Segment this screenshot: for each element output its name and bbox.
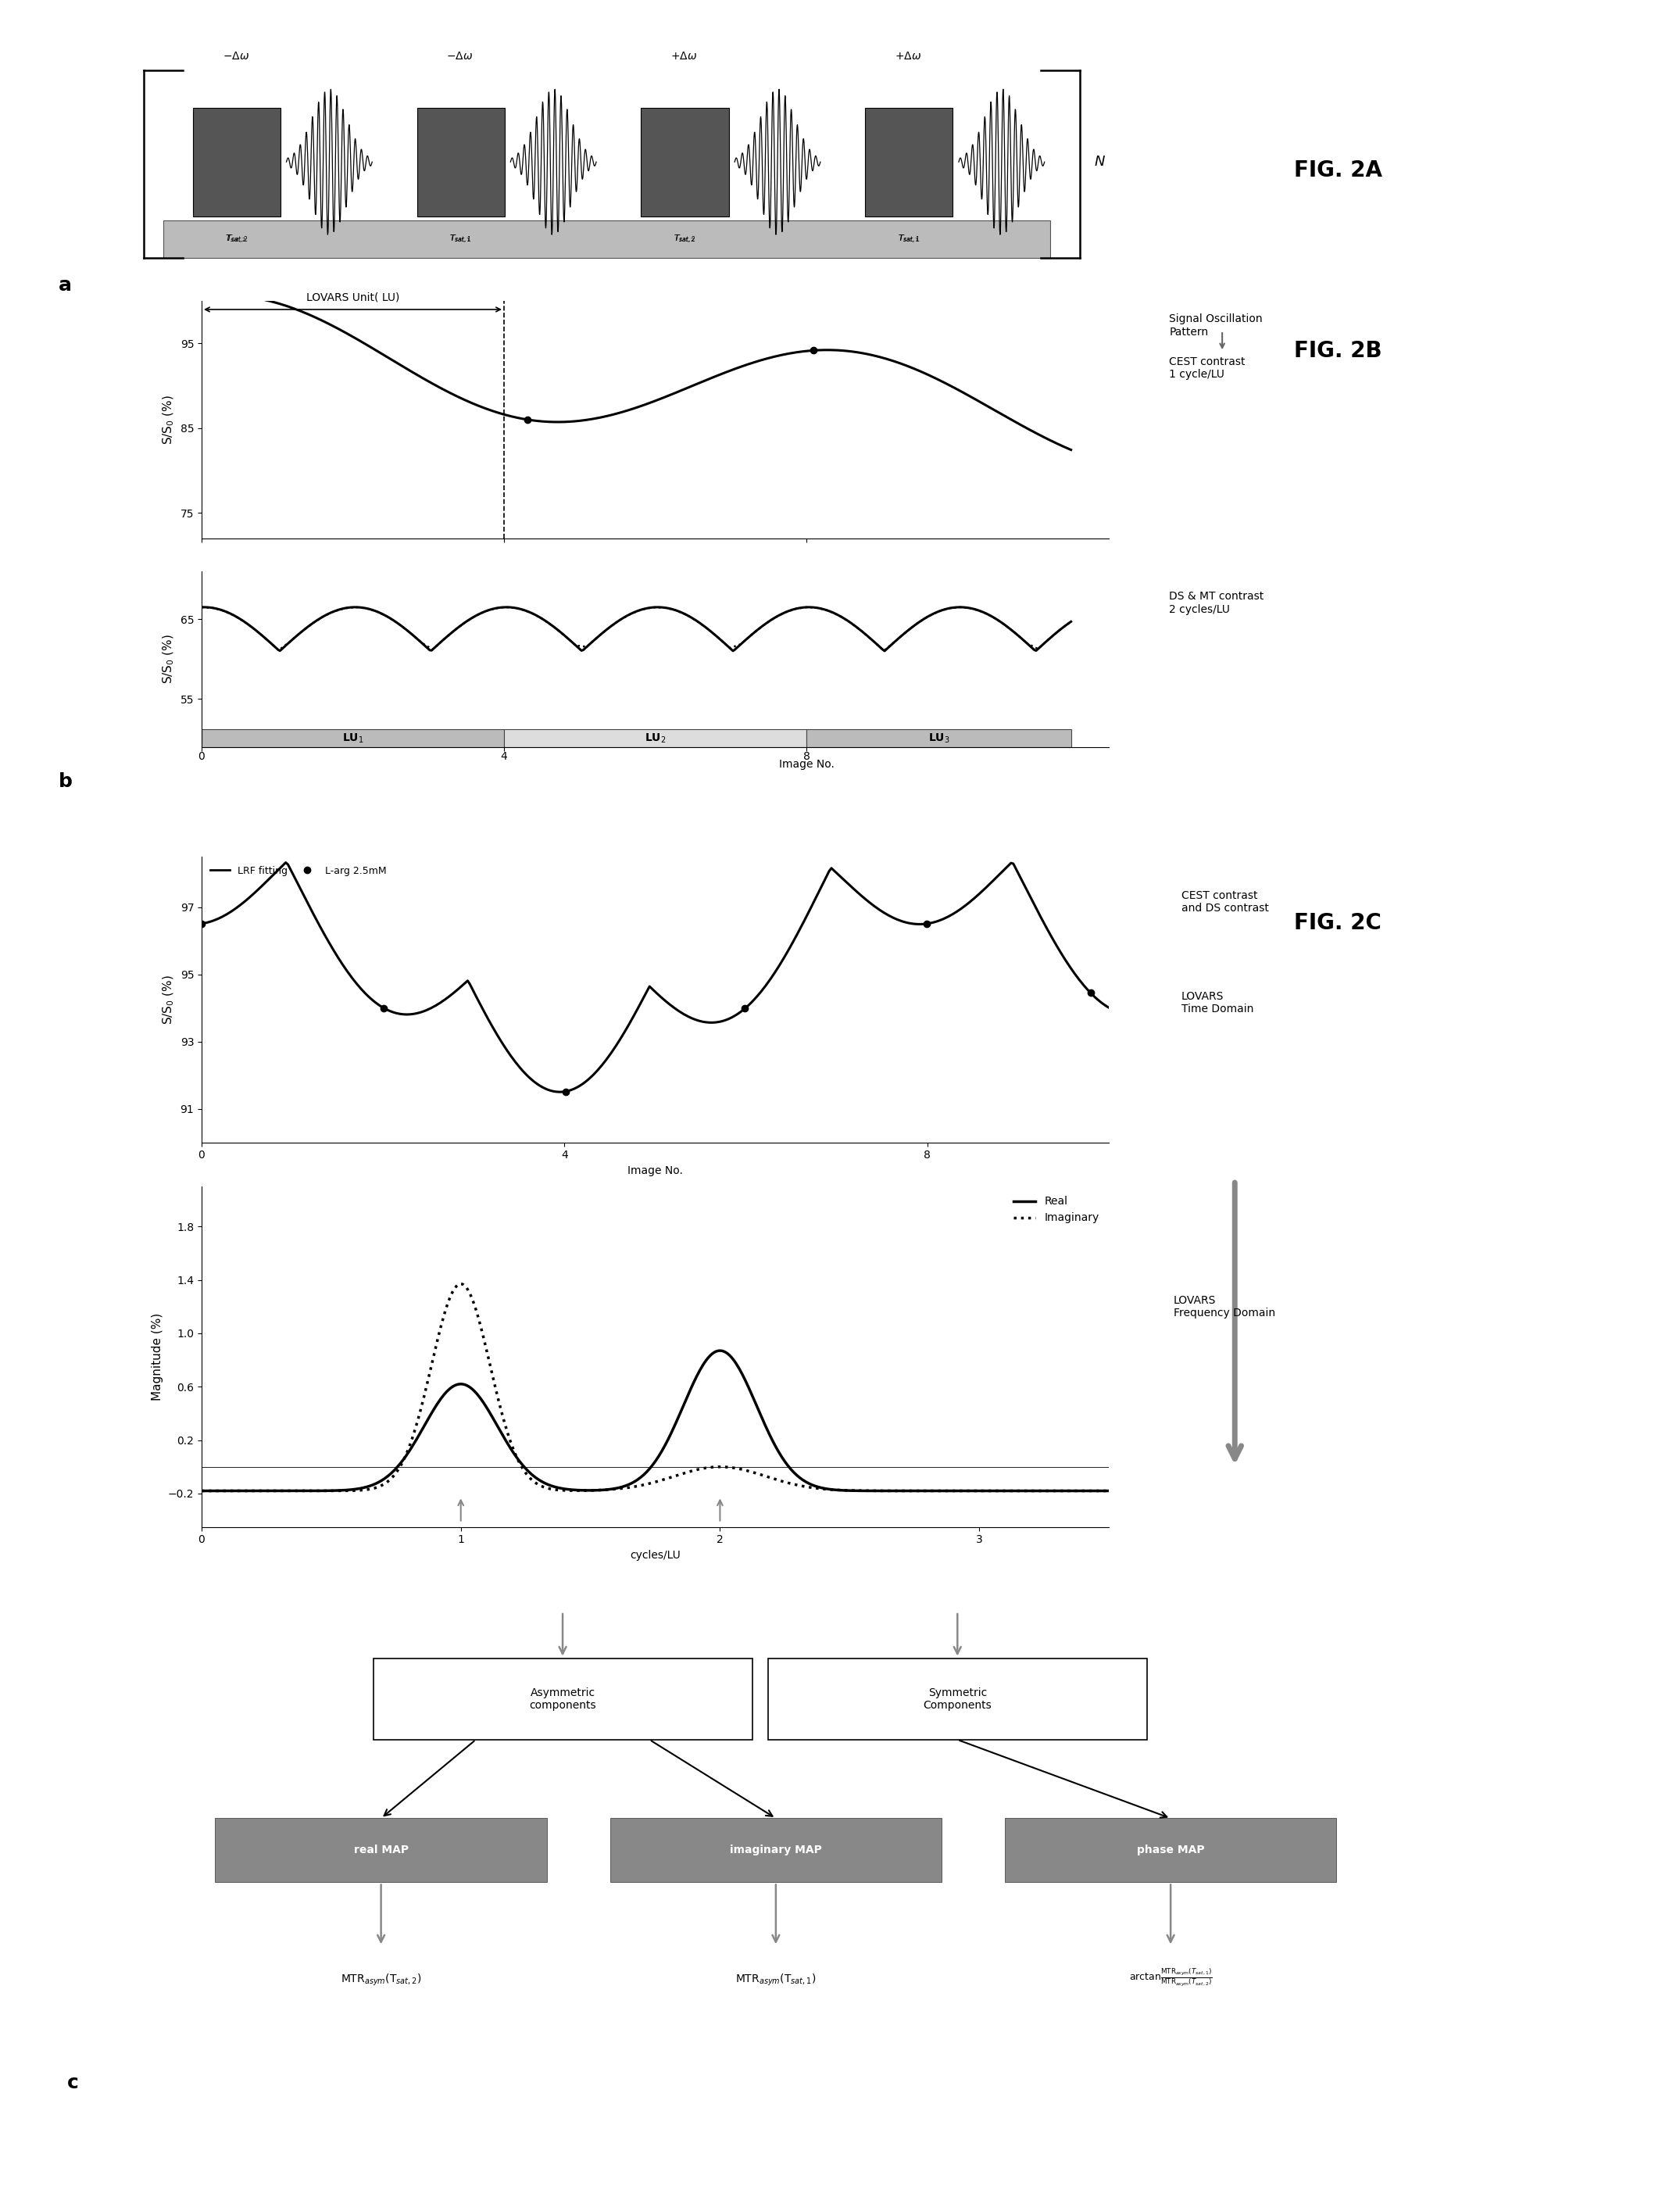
Text: $T_{sat,2}$: $T_{sat,2}$ <box>674 233 694 246</box>
Text: $T_{sat,1}$: $T_{sat,1}$ <box>897 233 919 246</box>
Text: Image No.: Image No. <box>780 758 833 769</box>
Text: $T_{sat,1}$: $T_{sat,1}$ <box>449 233 470 246</box>
Text: b: b <box>59 771 72 791</box>
Text: $T_{sat,2}$: $T_{sat,2}$ <box>225 233 249 246</box>
Text: $N$: $N$ <box>1094 154 1105 169</box>
Text: FIG. 2A: FIG. 2A <box>1294 160 1383 180</box>
Text: 4: 4 <box>501 751 507 762</box>
Imaginary <box>425 1338 445 1364</box>
Text: LOVARS
Frequency Domain: LOVARS Frequency Domain <box>1174 1294 1275 1318</box>
X-axis label: Image No.: Image No. <box>628 1164 682 1175</box>
Real <box>1099 1479 1119 1505</box>
Real <box>875 1479 895 1505</box>
Line: Imaginary: Imaginary <box>202 1283 1109 1492</box>
X-axis label: cycles/LU: cycles/LU <box>630 1549 680 1560</box>
Real <box>192 1479 212 1505</box>
Y-axis label: S/S$_0$ (%): S/S$_0$ (%) <box>161 635 176 683</box>
Text: $T_{sat,2}$: $T_{sat,2}$ <box>225 233 247 246</box>
Bar <box>202 729 504 747</box>
Imaginary <box>727 1454 748 1481</box>
Real <box>425 1395 445 1421</box>
Text: FIG. 2C: FIG. 2C <box>1294 912 1381 934</box>
Text: LU$_2$: LU$_2$ <box>645 732 665 745</box>
Text: 8: 8 <box>803 751 810 762</box>
Text: Symmetric
Components: Symmetric Components <box>922 1687 991 1711</box>
Imaginary <box>192 1479 212 1505</box>
Text: $T_{sat,1}$: $T_{sat,1}$ <box>450 233 472 246</box>
Text: 0: 0 <box>198 751 205 762</box>
Text: MTR$_{asym}$(T$_{sat,1}$): MTR$_{asym}$(T$_{sat,1}$) <box>736 1973 816 1988</box>
Legend: LRF fitting, L-arg 2.5mM: LRF fitting, L-arg 2.5mM <box>207 861 390 879</box>
Text: LU$_1$: LU$_1$ <box>343 732 363 745</box>
Real <box>800 1470 820 1496</box>
FancyBboxPatch shape <box>193 108 281 215</box>
Text: MTR$_{asym}$(T$_{sat,2}$): MTR$_{asym}$(T$_{sat,2}$) <box>341 1973 422 1988</box>
Line: Real: Real <box>202 1351 1109 1492</box>
Text: $+\Delta\omega$: $+\Delta\omega$ <box>670 51 697 62</box>
FancyBboxPatch shape <box>215 1819 548 1883</box>
Text: DS & MT contrast
2 cycles/LU: DS & MT contrast 2 cycles/LU <box>1169 591 1263 615</box>
FancyBboxPatch shape <box>642 108 729 215</box>
Imaginary <box>1099 1479 1119 1505</box>
Y-axis label: Magnitude (%): Magnitude (%) <box>151 1314 163 1399</box>
Imaginary <box>875 1479 895 1505</box>
Text: CEST contrast
1 cycle/LU: CEST contrast 1 cycle/LU <box>1169 356 1245 380</box>
Imaginary <box>800 1474 820 1501</box>
Text: LU$_3$: LU$_3$ <box>927 732 949 745</box>
Text: CEST contrast
and DS contrast: CEST contrast and DS contrast <box>1181 890 1268 914</box>
Text: LOVARS
Time Domain: LOVARS Time Domain <box>1181 991 1253 1015</box>
Legend: Real, Imaginary: Real, Imaginary <box>1010 1191 1104 1228</box>
Real <box>727 1353 748 1380</box>
Text: $-\Delta\omega$: $-\Delta\omega$ <box>447 51 474 62</box>
Text: $+\Delta\omega$: $+\Delta\omega$ <box>895 51 921 62</box>
FancyBboxPatch shape <box>610 1819 941 1883</box>
FancyBboxPatch shape <box>865 108 953 215</box>
Imaginary <box>353 1476 373 1503</box>
FancyBboxPatch shape <box>373 1659 753 1740</box>
Text: $T_{sat,2}$: $T_{sat,2}$ <box>674 233 696 246</box>
Y-axis label: S/S$_0$ (%): S/S$_0$ (%) <box>161 975 176 1024</box>
Imaginary <box>603 1476 623 1503</box>
Text: arctan$\frac{\mathrm{MTR}_{asym}(T_{sat,1})}{\mathrm{MTR}_{asym}(T_{sat,2})}$: arctan$\frac{\mathrm{MTR}_{asym}(T_{sat,… <box>1129 1966 1213 1988</box>
Text: Asymmetric
components: Asymmetric components <box>529 1687 596 1711</box>
Text: Signal Oscillation
Pattern: Signal Oscillation Pattern <box>1169 314 1263 338</box>
Text: FIG. 2B: FIG. 2B <box>1294 341 1381 363</box>
Text: $-\Delta\omega$: $-\Delta\omega$ <box>222 51 249 62</box>
Text: a: a <box>59 275 72 294</box>
FancyBboxPatch shape <box>768 1659 1147 1740</box>
Text: phase MAP: phase MAP <box>1137 1845 1205 1856</box>
FancyBboxPatch shape <box>1005 1819 1337 1883</box>
Real <box>353 1474 373 1501</box>
Y-axis label: S/S$_0$ (%): S/S$_0$ (%) <box>161 395 176 444</box>
Imaginary <box>450 1270 470 1296</box>
Real <box>601 1476 622 1503</box>
Text: c: c <box>67 2074 79 2092</box>
Text: LOVARS Unit( LU): LOVARS Unit( LU) <box>306 292 400 303</box>
Real <box>1033 1479 1053 1505</box>
Real <box>709 1338 729 1364</box>
Text: real MAP: real MAP <box>353 1845 408 1856</box>
Text: $T_{sat,1}$: $T_{sat,1}$ <box>897 233 921 246</box>
FancyBboxPatch shape <box>417 108 504 215</box>
Bar <box>504 729 806 747</box>
FancyBboxPatch shape <box>163 220 1050 257</box>
Text: imaginary MAP: imaginary MAP <box>729 1845 822 1856</box>
Bar <box>806 729 1070 747</box>
